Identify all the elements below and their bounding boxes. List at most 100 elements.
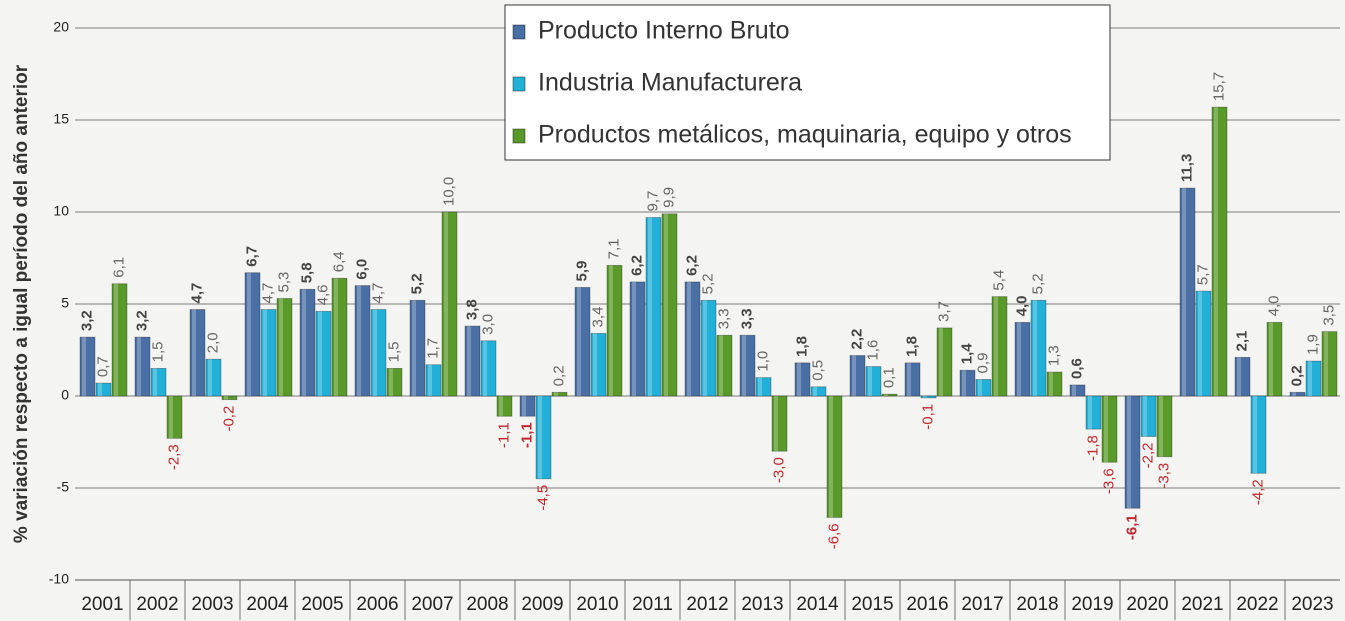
value-label: 3,0 bbox=[479, 314, 496, 335]
value-label: 1,3 bbox=[1045, 345, 1062, 366]
bar-highlight bbox=[852, 355, 856, 396]
value-label: 5,3 bbox=[275, 272, 292, 293]
value-label: 1,9 bbox=[1304, 334, 1321, 355]
bar bbox=[221, 395, 238, 401]
bar-highlight bbox=[1088, 396, 1092, 430]
bar-highlight bbox=[318, 311, 322, 396]
bar bbox=[409, 299, 426, 397]
value-label: 4,7 bbox=[259, 283, 276, 304]
bar bbox=[975, 379, 992, 397]
bar-highlight bbox=[687, 281, 691, 396]
value-label: 3,4 bbox=[589, 307, 606, 328]
bar-highlight bbox=[664, 213, 668, 396]
bar-highlight bbox=[98, 383, 102, 396]
value-label: 5,8 bbox=[298, 262, 315, 283]
y-tick-label: 0 bbox=[61, 387, 69, 403]
bar-highlight bbox=[302, 289, 306, 396]
bar-highlight bbox=[247, 272, 251, 396]
value-label: 3,3 bbox=[738, 308, 755, 329]
value-label: 1,8 bbox=[903, 336, 920, 357]
bar-highlight bbox=[907, 362, 911, 396]
bar bbox=[574, 287, 591, 397]
value-label: 11,3 bbox=[1178, 154, 1195, 182]
bar-highlight bbox=[373, 309, 377, 396]
bar-highlight bbox=[444, 212, 448, 396]
bar bbox=[661, 213, 678, 397]
value-label: 4,7 bbox=[188, 283, 205, 304]
value-label: 3,2 bbox=[133, 310, 150, 331]
bar-highlight bbox=[1308, 361, 1312, 396]
bar-highlight bbox=[774, 396, 778, 452]
bar bbox=[425, 364, 442, 397]
bar-highlight bbox=[467, 326, 471, 396]
value-label: -6,1 bbox=[1123, 514, 1140, 540]
bar bbox=[441, 211, 458, 397]
x-tick-label: 2023 bbox=[1291, 594, 1333, 615]
x-tick-label: 2009 bbox=[521, 594, 563, 615]
value-label: 5,7 bbox=[1194, 264, 1211, 285]
bar-highlight bbox=[1292, 392, 1296, 396]
bar bbox=[166, 395, 183, 439]
x-tick-label: 2019 bbox=[1071, 594, 1113, 615]
legend-swatch bbox=[512, 24, 526, 40]
bar-highlight bbox=[1104, 396, 1108, 463]
bar bbox=[716, 334, 733, 397]
bar bbox=[606, 264, 623, 397]
bar bbox=[1250, 395, 1267, 474]
bar-highlight bbox=[813, 386, 817, 396]
bar bbox=[849, 355, 866, 397]
x-tick-label: 2022 bbox=[1236, 594, 1278, 615]
bar-highlight bbox=[208, 359, 212, 396]
bar bbox=[700, 299, 717, 397]
value-label: 6,4 bbox=[330, 251, 347, 272]
value-label: 6,7 bbox=[243, 246, 260, 267]
value-label: 3,2 bbox=[78, 310, 95, 331]
x-tick-label: 2007 bbox=[411, 594, 453, 615]
bar-highlight bbox=[1072, 384, 1076, 396]
bar bbox=[991, 296, 1008, 397]
bar-highlight bbox=[1198, 291, 1202, 396]
value-label: 1,4 bbox=[958, 343, 975, 365]
value-label: 4,0 bbox=[1013, 296, 1030, 317]
bar-highlight bbox=[1253, 396, 1257, 474]
bar bbox=[1195, 290, 1212, 397]
value-label: 7,1 bbox=[605, 239, 622, 260]
x-tick-label: 2014 bbox=[796, 594, 839, 615]
bar bbox=[464, 325, 481, 397]
bar-highlight bbox=[169, 396, 173, 439]
legend-label: Producto Interno Bruto bbox=[538, 17, 790, 45]
value-label: 0,1 bbox=[880, 367, 897, 388]
bar-highlight bbox=[1237, 357, 1241, 396]
x-tick-label: 2016 bbox=[906, 594, 948, 615]
bar bbox=[645, 217, 662, 397]
value-label: 0,2 bbox=[550, 365, 567, 386]
value-label: 0,5 bbox=[809, 360, 826, 381]
y-tick-label: -10 bbox=[49, 571, 69, 587]
value-label: -1,1 bbox=[518, 422, 535, 448]
bar bbox=[111, 283, 128, 397]
bar bbox=[684, 281, 701, 397]
legend-swatch bbox=[512, 128, 526, 144]
bar bbox=[260, 309, 277, 397]
bar-highlight bbox=[357, 285, 361, 396]
bar bbox=[771, 395, 788, 452]
y-tick-label: 15 bbox=[53, 111, 69, 127]
bar bbox=[881, 393, 898, 397]
x-tick-label: 2008 bbox=[466, 594, 508, 615]
value-label: 5,4 bbox=[990, 270, 1007, 291]
value-label: 3,3 bbox=[715, 308, 732, 329]
value-label: 5,2 bbox=[699, 273, 716, 294]
value-label: 0,2 bbox=[1288, 365, 1305, 386]
bar-highlight bbox=[1324, 331, 1328, 396]
bar-highlight bbox=[742, 335, 746, 396]
bar bbox=[150, 367, 167, 397]
bar-highlight bbox=[1017, 322, 1021, 396]
value-label: -3,3 bbox=[1155, 463, 1172, 489]
bar-highlight bbox=[1214, 107, 1218, 397]
bar-highlight bbox=[758, 377, 762, 396]
bar-highlight bbox=[1127, 396, 1131, 509]
bar bbox=[1014, 321, 1031, 397]
bar bbox=[865, 366, 882, 397]
bar-highlight bbox=[82, 337, 86, 396]
value-label: 9,9 bbox=[660, 187, 677, 208]
